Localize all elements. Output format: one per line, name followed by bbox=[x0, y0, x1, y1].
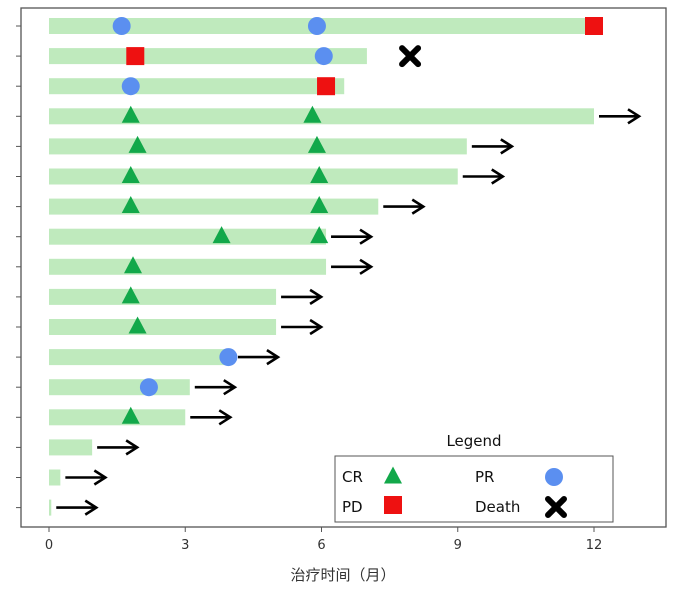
plot-frame bbox=[20, 7, 667, 528]
ongoing-arrow bbox=[56, 499, 99, 516]
patient-bar bbox=[49, 258, 327, 275]
legend-marker-pd bbox=[384, 496, 402, 514]
x-axis-title: 治疗时间（月） bbox=[290, 566, 395, 584]
ongoing-arrow bbox=[599, 108, 642, 125]
ongoing-arrow bbox=[383, 198, 426, 215]
arrow-head bbox=[500, 138, 515, 155]
event-marker-cr bbox=[121, 196, 140, 214]
ongoing-arrow bbox=[331, 258, 374, 275]
x-tick-label: 6 bbox=[317, 538, 325, 553]
ongoing-arrow bbox=[281, 318, 324, 336]
arrow-head bbox=[125, 439, 140, 456]
legend-symbol-pd bbox=[384, 496, 402, 514]
event-marker-cr bbox=[303, 105, 322, 123]
event-marker-cr bbox=[124, 256, 143, 274]
event-marker-cr bbox=[121, 406, 140, 424]
arrow-head bbox=[218, 409, 233, 426]
event-marker-pr bbox=[219, 348, 238, 367]
arrow-head bbox=[627, 108, 642, 125]
patient-bar bbox=[49, 108, 594, 125]
event-marker-pd bbox=[126, 47, 145, 66]
patient-bar bbox=[49, 138, 467, 155]
ongoing-arrow bbox=[331, 228, 374, 245]
event-marker-cr bbox=[121, 286, 140, 304]
event-marker-death bbox=[399, 45, 422, 68]
legend-marker-death bbox=[545, 496, 567, 518]
event-marker-pr bbox=[112, 17, 131, 35]
ongoing-arrow bbox=[281, 288, 324, 305]
arrow-head bbox=[84, 499, 99, 516]
patient-bar bbox=[49, 319, 277, 335]
arrow-head bbox=[359, 258, 374, 275]
event-marker-pd bbox=[585, 17, 603, 35]
event-marker-pr bbox=[307, 17, 326, 35]
legend-marker-pr bbox=[545, 468, 563, 486]
arrow-head bbox=[309, 318, 324, 336]
arrow-head bbox=[93, 469, 108, 486]
ongoing-arrow bbox=[194, 379, 238, 396]
event-marker-pr bbox=[139, 378, 158, 397]
ongoing-arrow bbox=[462, 168, 506, 185]
patient-bar bbox=[49, 288, 277, 305]
event-marker-cr bbox=[212, 226, 231, 244]
legend-label-pr: PR bbox=[475, 468, 494, 486]
patient-bar bbox=[49, 349, 233, 366]
event-marker-pd bbox=[317, 77, 336, 96]
ongoing-arrow bbox=[190, 409, 233, 426]
legend-marker-cr bbox=[384, 466, 402, 484]
x-tick-label: 0 bbox=[45, 538, 53, 553]
arrow-head bbox=[359, 228, 374, 245]
death-stroke bbox=[545, 496, 567, 518]
ongoing-arrow bbox=[65, 469, 108, 486]
x-tick-label: 3 bbox=[181, 538, 189, 553]
x-ticks: 0 3 6 9 12 bbox=[45, 527, 602, 553]
event-marker-cr bbox=[128, 316, 147, 334]
legend-symbol-death bbox=[545, 496, 567, 518]
arrow-head bbox=[309, 288, 324, 305]
event-marker-cr bbox=[310, 226, 329, 244]
arrow-head bbox=[491, 168, 506, 185]
death-stroke bbox=[399, 45, 422, 68]
x-tick-label: 9 bbox=[454, 538, 462, 553]
x-tick-label: 12 bbox=[586, 538, 603, 553]
patient-bar bbox=[49, 469, 61, 486]
arrow-head bbox=[266, 349, 281, 366]
y-ticks bbox=[16, 25, 21, 509]
patient-bar bbox=[49, 379, 190, 396]
patient-bar bbox=[49, 198, 379, 215]
event-marker-pr bbox=[121, 77, 140, 96]
arrow-head bbox=[411, 198, 426, 215]
event-marker-cr bbox=[128, 135, 147, 153]
events-layer bbox=[112, 17, 603, 424]
event-marker-cr bbox=[307, 135, 326, 153]
ongoing-arrow bbox=[97, 439, 140, 456]
patient-bar bbox=[49, 439, 93, 456]
ongoing-arrow bbox=[237, 349, 281, 366]
arrows-layer bbox=[56, 108, 642, 516]
event-marker-cr bbox=[310, 165, 329, 183]
patient-bar bbox=[49, 228, 327, 245]
event-marker-cr bbox=[310, 196, 329, 214]
event-marker-pr bbox=[314, 47, 333, 66]
legend-box bbox=[334, 455, 614, 523]
patient-bar bbox=[49, 409, 186, 426]
arrow-head bbox=[223, 379, 238, 396]
ongoing-arrow bbox=[471, 138, 515, 155]
legend-symbol-cr bbox=[384, 466, 402, 484]
legend-title: Legend bbox=[446, 432, 501, 450]
patient-bar bbox=[49, 78, 345, 95]
event-marker-cr bbox=[121, 165, 140, 183]
legend-label-pd: PD bbox=[342, 498, 363, 516]
patient-bar bbox=[49, 499, 52, 516]
event-marker-cr bbox=[121, 105, 140, 123]
legend-label-cr: CR bbox=[342, 468, 363, 486]
patient-bar bbox=[49, 168, 458, 185]
legend-symbol-pr bbox=[545, 468, 563, 486]
legend: Legend CR PR PD Death bbox=[334, 432, 614, 523]
legend-label-death: Death bbox=[475, 498, 520, 516]
